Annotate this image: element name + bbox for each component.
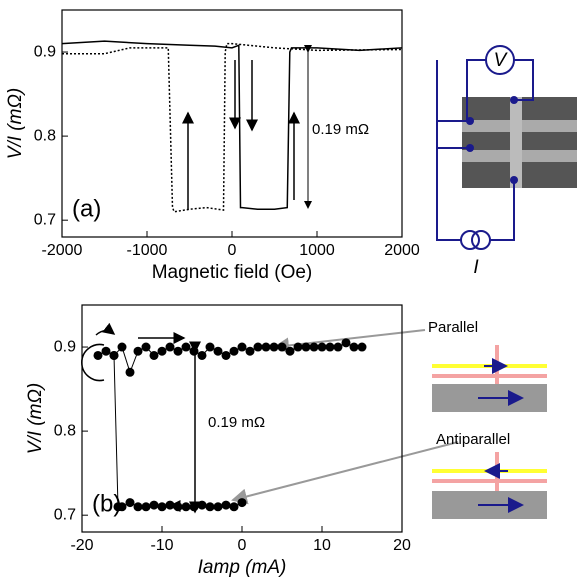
- data-point: [277, 342, 287, 352]
- x-tick-label: 0: [228, 242, 237, 259]
- data-point: [133, 502, 143, 512]
- data-point: [213, 502, 223, 512]
- x-tick-label: -10: [150, 537, 173, 554]
- data-point: [181, 342, 191, 352]
- x-axis-label: Magnetic field (Oe): [152, 262, 313, 283]
- annotation: (a): [72, 195, 101, 222]
- annotation: Antiparallel: [436, 431, 510, 448]
- data-point: [237, 498, 247, 508]
- data-point: [101, 346, 111, 356]
- data-point: [157, 502, 167, 512]
- series-line: [62, 42, 403, 213]
- y-axis-label: V/I (mΩ): [5, 88, 26, 159]
- data-point: [157, 346, 167, 356]
- data-point: [189, 502, 199, 512]
- panel-b-decor: [81, 322, 547, 519]
- data-point: [229, 346, 239, 356]
- y-tick-label: 0.7: [54, 506, 76, 523]
- data-point: [221, 500, 231, 510]
- data-point: [261, 342, 271, 352]
- data-point: [181, 502, 191, 512]
- data-point: [285, 346, 295, 356]
- data-point: [317, 342, 327, 352]
- annotation: (b): [92, 490, 121, 517]
- data-point: [165, 342, 175, 352]
- annotation: V: [494, 50, 509, 71]
- data-point: [333, 342, 343, 352]
- data-point: [205, 342, 215, 352]
- panel-a-decor: [182, 45, 577, 250]
- data-point: [165, 500, 175, 510]
- data-point: [133, 346, 143, 356]
- data-point: [269, 342, 279, 352]
- data-point: [93, 350, 103, 360]
- data-point: [149, 500, 159, 510]
- data-point: [125, 367, 135, 377]
- data-point: [173, 346, 183, 356]
- data-point: [253, 342, 263, 352]
- data-point: [117, 342, 127, 352]
- data-point: [205, 502, 215, 512]
- x-axis-label: Iamp (mA): [198, 557, 287, 578]
- data-point: [245, 346, 255, 356]
- data-point: [301, 342, 311, 352]
- data-point: [197, 500, 207, 510]
- data-point: [117, 502, 127, 512]
- y-tick-label: 0.9: [54, 338, 76, 355]
- data-point: [141, 342, 151, 352]
- data-point: [349, 342, 359, 352]
- data-point: [197, 350, 207, 360]
- annotation: 0.19 mΩ: [312, 121, 369, 138]
- y-tick-label: 0.8: [54, 422, 76, 439]
- data-point: [109, 350, 119, 360]
- y-tick-label: 0.7: [34, 211, 56, 228]
- annotation: Parallel: [428, 319, 478, 336]
- data-point: [125, 498, 135, 508]
- x-tick-label: -1000: [127, 242, 168, 259]
- x-tick-label: 20: [393, 537, 411, 554]
- data-point: [213, 346, 223, 356]
- y-tick-label: 0.9: [34, 43, 56, 60]
- data-point: [149, 350, 159, 360]
- data-point: [325, 342, 335, 352]
- x-tick-label: -20: [70, 537, 93, 554]
- series-line: [113, 355, 243, 508]
- annotation: 0.19 mΩ: [208, 414, 265, 431]
- data-point: [341, 338, 351, 348]
- x-tick-label: 10: [313, 537, 331, 554]
- data-point: [229, 502, 239, 512]
- annotation: I: [473, 257, 479, 278]
- series-line: [61, 40, 403, 211]
- x-tick-label: 1000: [299, 242, 335, 259]
- data-point: [357, 342, 367, 352]
- data-point: [221, 350, 231, 360]
- x-tick-label: 2000: [384, 242, 420, 259]
- x-tick-label: -2000: [42, 242, 83, 259]
- data-point: [237, 342, 247, 352]
- data-point: [189, 346, 199, 356]
- data-point: [309, 342, 319, 352]
- data-point: [141, 502, 151, 512]
- data-point: [173, 502, 183, 512]
- y-tick-label: 0.8: [34, 127, 56, 144]
- y-axis-label: V/I (mΩ): [25, 383, 46, 454]
- data-point: [293, 342, 303, 352]
- x-tick-label: 0: [238, 537, 247, 554]
